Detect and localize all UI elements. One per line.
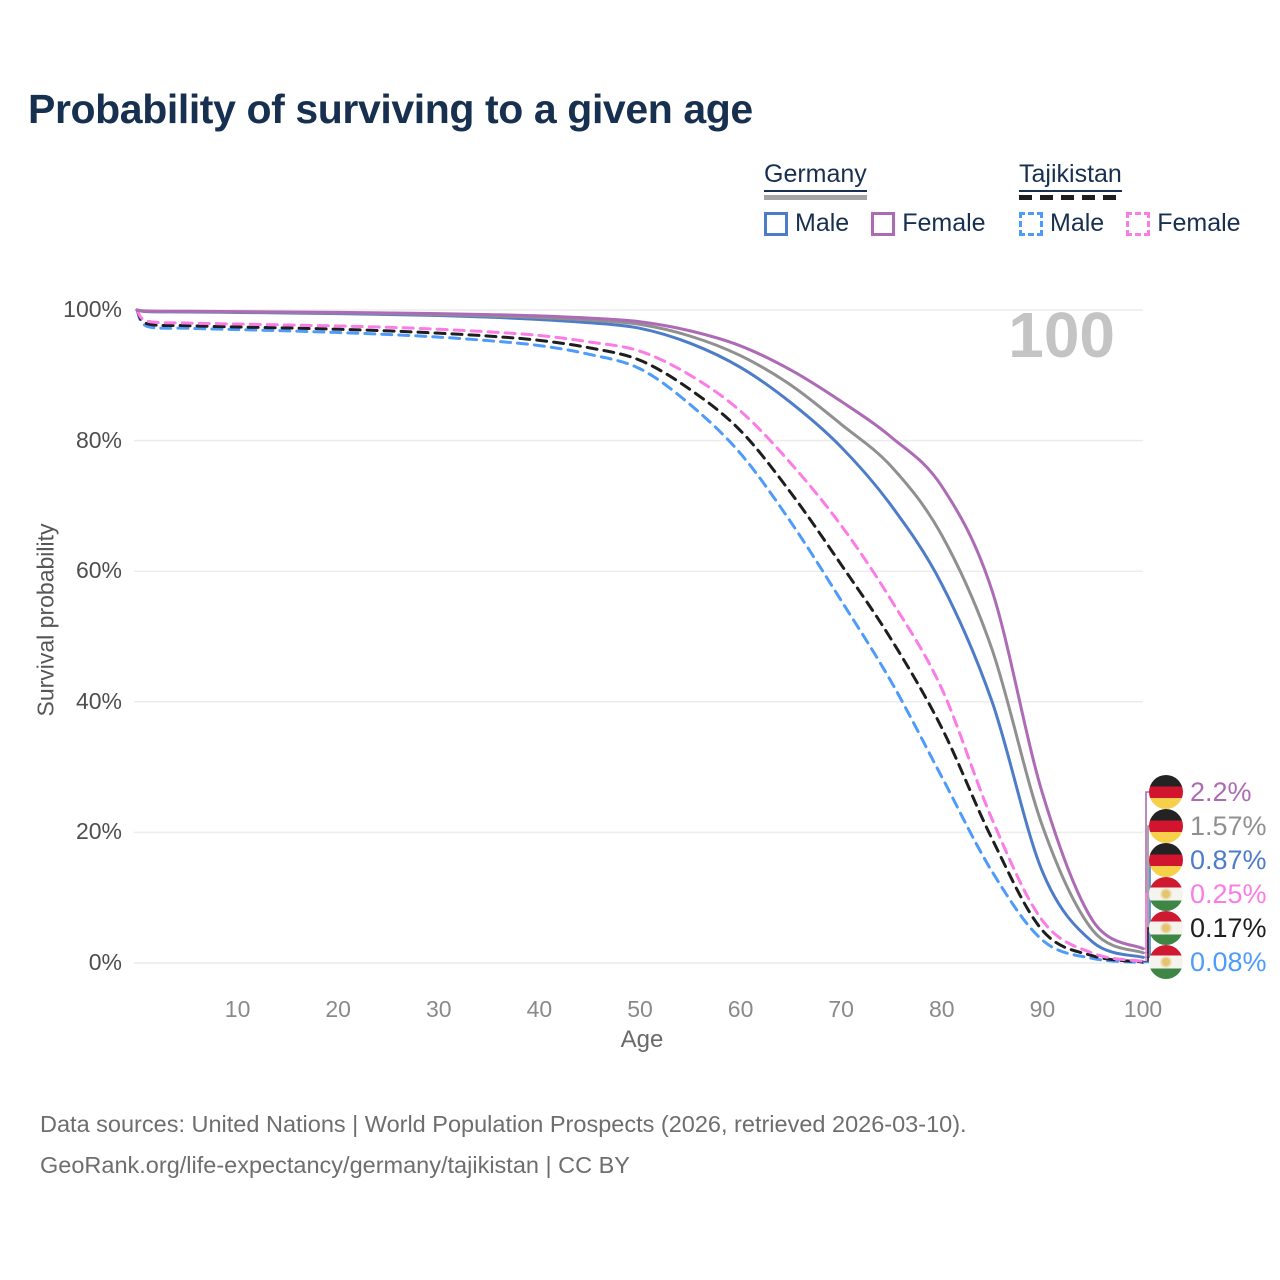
y-tick-80: 80% bbox=[75, 426, 122, 453]
x-axis-title: Age bbox=[620, 1026, 664, 1053]
end-connector-germany-female bbox=[1143, 791, 1150, 950]
legend-items-row: Male Female bbox=[764, 209, 986, 238]
flag-icon-tajikistan bbox=[1149, 911, 1183, 945]
flag-icon-germany bbox=[1149, 809, 1183, 843]
flag-icon-tajikistan bbox=[1149, 945, 1183, 979]
legend-swatch bbox=[871, 211, 896, 236]
series-line-tajikistan-total bbox=[135, 308, 1145, 964]
flag-icon-tajikistan bbox=[1149, 877, 1183, 911]
legend-group-title-text: Germany bbox=[764, 160, 867, 192]
y-tick-20: 20% bbox=[75, 818, 122, 845]
legend-item-label: Male bbox=[795, 209, 850, 237]
x-tick-10: 10 bbox=[224, 996, 251, 1022]
watermark-label: 100 bbox=[1008, 299, 1115, 371]
x-tick-80: 80 bbox=[929, 996, 955, 1022]
legend-underline bbox=[764, 195, 867, 200]
end-label-value: 1.57% bbox=[1190, 810, 1267, 841]
flag-emblem bbox=[1159, 888, 1173, 900]
series-line-germany-female bbox=[135, 308, 1145, 951]
page-title: Probability of surviving to a given age bbox=[28, 86, 753, 132]
x-tick-70: 70 bbox=[828, 996, 854, 1022]
x-tick-40: 40 bbox=[526, 996, 553, 1022]
flag-icon-germany bbox=[1149, 775, 1183, 809]
end-label-row-germany-male: 0.87% bbox=[1149, 843, 1267, 877]
series-line-tajikistan-female bbox=[135, 308, 1145, 963]
legend-item-label: Female bbox=[1157, 209, 1241, 237]
legend-item-label: Female bbox=[902, 209, 986, 237]
x-tick-90: 90 bbox=[1029, 996, 1056, 1022]
legend-underline bbox=[1019, 195, 1122, 200]
legend-item-tajikistan-male: Male bbox=[1019, 209, 1104, 238]
x-tick-30: 30 bbox=[426, 996, 452, 1022]
end-label-value: 0.25% bbox=[1190, 878, 1267, 909]
flag-emblem bbox=[1159, 922, 1173, 934]
end-label-row-germany-total: 1.57% bbox=[1149, 809, 1267, 843]
legend-group-tajikistan: Tajikistan Male Female bbox=[1019, 160, 1241, 238]
legend-swatch bbox=[764, 211, 788, 236]
y-tick-40: 40% bbox=[75, 687, 122, 714]
legend-swatch bbox=[1019, 211, 1043, 236]
end-label-value: 2.2% bbox=[1190, 776, 1252, 807]
legend-group-title: Tajikistan bbox=[1019, 160, 1241, 200]
x-tick-60: 60 bbox=[727, 996, 754, 1022]
footer: Data sources: United Nations | World Pop… bbox=[40, 1104, 967, 1186]
series-line-germany-total bbox=[135, 308, 1145, 955]
flag-emblem bbox=[1159, 956, 1173, 968]
y-tick-100: 100% bbox=[63, 296, 122, 322]
flag-icon-germany bbox=[1149, 843, 1183, 877]
x-tick-50: 50 bbox=[627, 996, 653, 1022]
end-label-value: 0.87% bbox=[1190, 844, 1267, 875]
series-line-tajikistan-male bbox=[135, 308, 1145, 964]
x-tick-20: 20 bbox=[325, 996, 351, 1022]
end-label-value: 0.17% bbox=[1190, 912, 1267, 943]
footer-sources: Data sources: United Nations | World Pop… bbox=[40, 1111, 967, 1137]
end-label-row-tajikistan-female: 0.25% bbox=[1149, 877, 1267, 911]
footer-attribution: GeoRank.org/life-expectancy/germany/taji… bbox=[40, 1152, 630, 1178]
end-label-row-germany-female: 2.2% bbox=[1149, 775, 1252, 809]
series-line-germany-male bbox=[135, 308, 1145, 959]
legend-group-germany: Germany Male Female bbox=[764, 160, 986, 238]
x-tick-100: 100 bbox=[1123, 996, 1163, 1022]
legend-group-title-text: Tajikistan bbox=[1019, 160, 1122, 192]
y-tick-0: 0% bbox=[88, 949, 122, 975]
end-label-row-tajikistan-male: 0.08% bbox=[1149, 945, 1267, 979]
legend-item-tajikistan-female: Female bbox=[1126, 209, 1241, 238]
legend-items-row: Male Female bbox=[1019, 209, 1241, 238]
end-label-row-tajikistan-total: 0.17% bbox=[1149, 911, 1267, 945]
y-tick-60: 60% bbox=[75, 557, 122, 584]
legend-swatch bbox=[1126, 211, 1151, 236]
legend-item-germany-male: Male bbox=[764, 209, 849, 238]
end-label-value: 0.08% bbox=[1190, 946, 1267, 977]
legend-item-label: Male bbox=[1050, 209, 1105, 237]
legend-item-germany-female: Female bbox=[871, 209, 986, 238]
legend-group-title: Germany bbox=[764, 160, 986, 200]
